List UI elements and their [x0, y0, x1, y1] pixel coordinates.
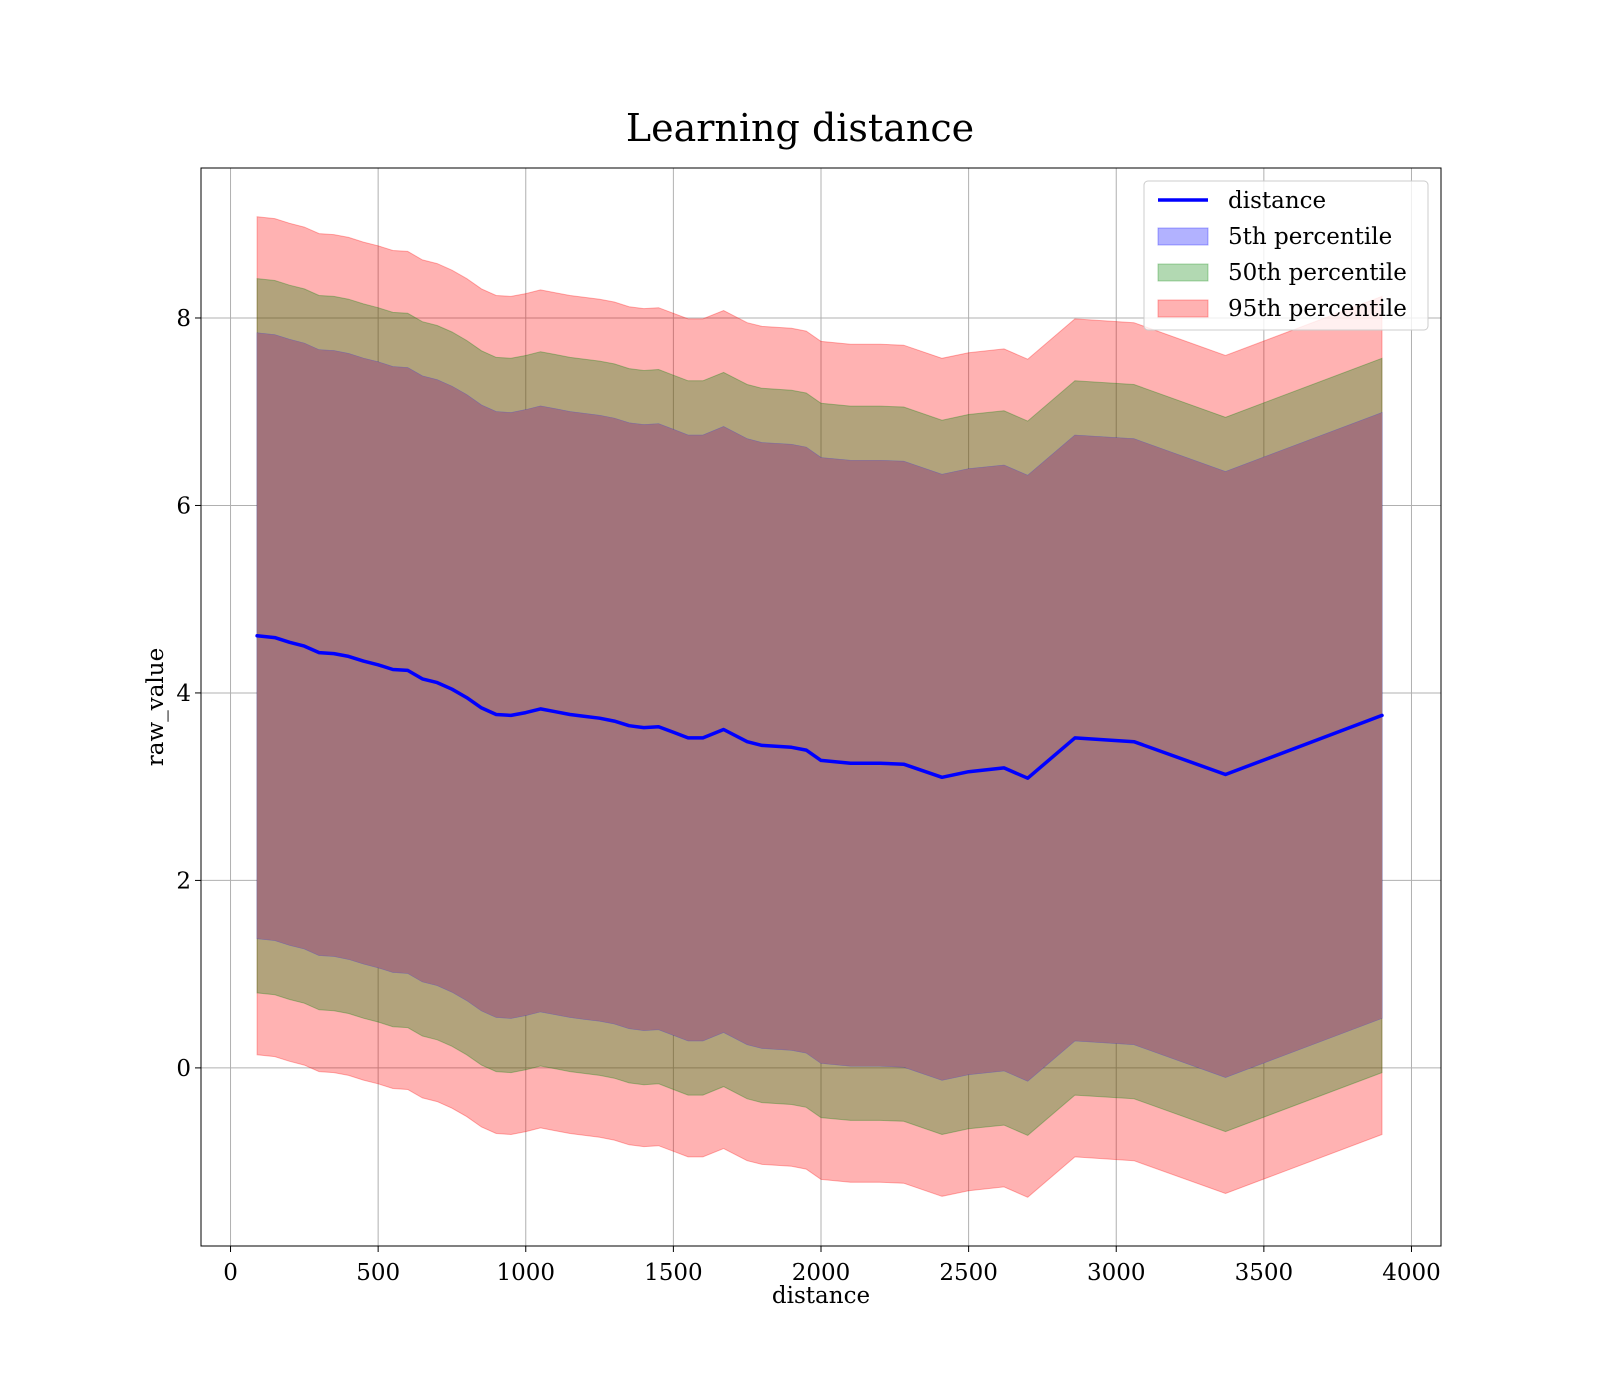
y-tick-label: 6	[176, 493, 191, 519]
y-axis-label: raw_value	[143, 648, 169, 766]
legend: distance 5th percentile 50th percentile 95t…	[1143, 180, 1429, 331]
x-axis-label: distance	[772, 1283, 870, 1309]
x-tick-label: 3000	[1087, 1260, 1146, 1286]
x-tick-label: 0	[223, 1260, 238, 1286]
x-tick-label: 1500	[644, 1260, 703, 1286]
y-tick-label: 8	[176, 306, 191, 332]
legend-label-95th-percentile: 95th percentile	[1228, 296, 1407, 322]
legend-box	[1143, 180, 1429, 331]
legend-label-50th-percentile: 50th percentile	[1228, 260, 1407, 286]
band-overlap	[257, 333, 1383, 1081]
x-tick-label: 2000	[792, 1260, 851, 1286]
legend-label-distance: distance	[1228, 188, 1326, 214]
legend-swatch-5th-percentile	[1157, 227, 1209, 246]
chart-title: Learning distance	[626, 106, 974, 150]
x-tick-label: 1000	[496, 1260, 555, 1286]
series-lines	[255, 634, 1384, 780]
legend-swatch-50th-percentile	[1157, 263, 1209, 282]
axis-ticks: 0 500 1000 1500 2000 2500 3000 3500 4000 0 2 4 6 8	[176, 306, 1440, 1286]
legend-swatch-95th-percentile	[1157, 299, 1209, 318]
x-tick-label: 500	[356, 1260, 400, 1286]
legend-label-5th-percentile: 5th percentile	[1228, 224, 1392, 250]
y-tick-label: 0	[176, 1056, 191, 1082]
percentile-bands	[256, 216, 1383, 1198]
series-line-distance	[255, 634, 1384, 780]
y-tick-label: 2	[176, 868, 191, 894]
x-tick-label: 2500	[939, 1260, 998, 1286]
y-tick-label: 4	[176, 681, 191, 707]
x-tick-label: 4000	[1382, 1260, 1441, 1286]
x-tick-label: 3500	[1235, 1260, 1294, 1286]
